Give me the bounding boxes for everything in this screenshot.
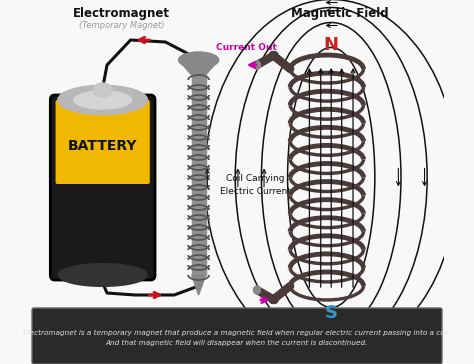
Ellipse shape <box>74 91 131 109</box>
Text: Electromagnet: Electromagnet <box>73 8 170 20</box>
Text: Electromagnet is a temporary magnet that produce a magnetic field when regular e: Electromagnet is a temporary magnet that… <box>23 331 451 346</box>
Text: Current Out: Current Out <box>216 43 277 52</box>
Bar <box>191 75 206 275</box>
Text: S: S <box>325 304 337 322</box>
FancyBboxPatch shape <box>55 100 150 184</box>
Text: BATTERY: BATTERY <box>68 139 137 153</box>
Ellipse shape <box>93 83 112 97</box>
Circle shape <box>254 61 261 69</box>
FancyBboxPatch shape <box>50 95 155 280</box>
Ellipse shape <box>58 264 147 286</box>
Text: N: N <box>324 36 339 54</box>
Text: Coil Carrying
Electric Current: Coil Carrying Electric Current <box>220 174 291 196</box>
Text: (Temporary Magnet): (Temporary Magnet) <box>79 21 164 31</box>
Polygon shape <box>179 60 219 75</box>
Circle shape <box>254 286 261 294</box>
Text: Current In: Current In <box>238 310 290 319</box>
Text: Magnetic Field: Magnetic Field <box>291 8 389 20</box>
Ellipse shape <box>179 52 219 68</box>
Ellipse shape <box>58 86 147 114</box>
FancyBboxPatch shape <box>32 308 442 364</box>
Polygon shape <box>191 275 206 295</box>
